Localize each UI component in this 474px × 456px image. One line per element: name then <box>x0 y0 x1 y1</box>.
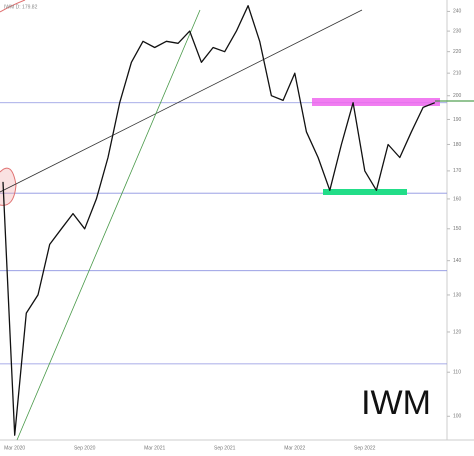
y-tick-label: 210 <box>453 70 462 76</box>
trend-line <box>16 9 201 441</box>
y-tick-label: 110 <box>453 370 461 376</box>
annotation-arc <box>0 0 26 13</box>
x-tick-label: Mar 2020 <box>4 445 25 451</box>
y-tick-label: 140 <box>453 258 462 264</box>
y-tick-label: 170 <box>453 168 462 174</box>
y-tick-label: 240 <box>453 9 462 15</box>
y-tick-label: 230 <box>453 28 462 34</box>
y-tick-label: 180 <box>453 142 462 148</box>
y-tick-label: 190 <box>453 117 462 123</box>
support-zone <box>323 189 407 195</box>
x-tick-label: Sep 2021 <box>214 445 236 451</box>
x-tick-label: Sep 2020 <box>74 445 96 451</box>
y-tick-label: 150 <box>453 226 462 232</box>
header-text: IWM D: 179.82 <box>4 4 38 10</box>
y-tick-label: 220 <box>453 49 462 55</box>
trend-line <box>0 9 363 193</box>
x-tick-label: Mar 2021 <box>144 445 165 451</box>
price-line <box>2 5 436 436</box>
x-tick-label: Sep 2022 <box>354 445 376 451</box>
y-tick-label: 130 <box>453 292 462 298</box>
y-tick-label: 160 <box>453 196 462 202</box>
ticker-label: IWM <box>361 384 431 422</box>
y-tick-label: 100 <box>453 414 462 420</box>
x-tick-label: Mar 2022 <box>284 445 305 451</box>
y-tick-label: 120 <box>453 329 462 335</box>
y-tick-label: 200 <box>453 93 462 99</box>
resistance-zone <box>312 98 440 106</box>
